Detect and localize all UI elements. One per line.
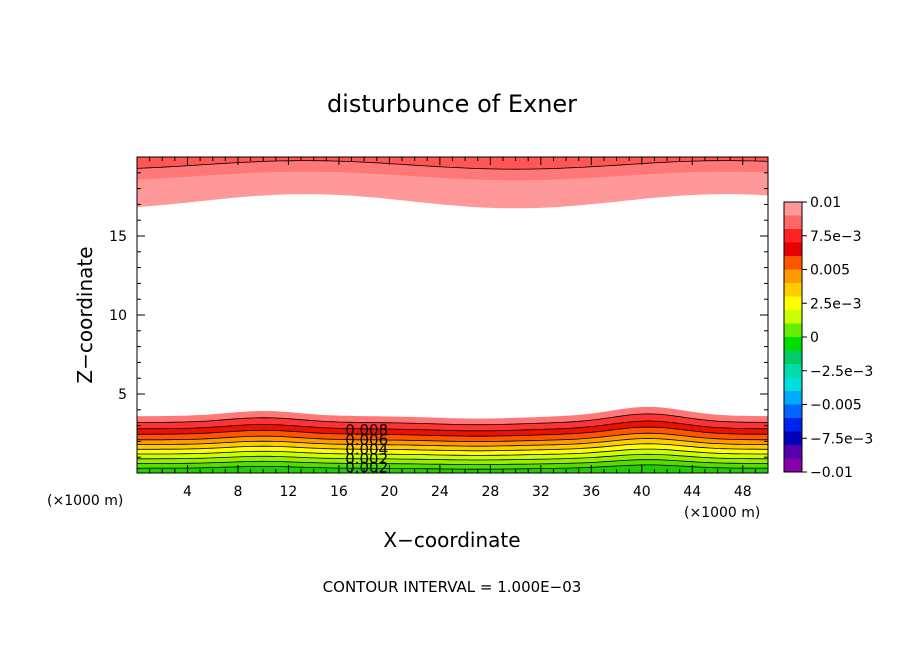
x-axis-label: X−coordinate [383,528,520,552]
colorbar-label: 7.5e−3 [810,229,862,245]
colorbar-label: 2.5e−3 [810,296,862,312]
y-tick-label: 10 [109,308,127,324]
contour-line [137,413,768,426]
colorbar-segment [784,418,802,432]
colorbar: 0.01 7.5e−3 0.005 2.5e−3 0 −2.5e−3 −0.005 −7.5e… [783,195,873,481]
colorbar-segment [784,364,802,378]
y-axis-label: Z−coordinate [73,246,97,383]
contour-band-bottom [137,464,768,473]
colorbar-label: −0.01 [810,465,853,481]
contour-line [137,443,768,452]
colorbar-segment [784,337,802,351]
plot-area [136,157,769,473]
contour-line [136,420,768,432]
contour-line [137,432,768,442]
colorbar-label: 0 [810,330,819,346]
y-axis: 5 10 15 [109,156,768,474]
x-tick-label: 4 [183,484,192,500]
x-tick-label: 40 [633,484,651,500]
colorbar-label: −7.5e−3 [810,431,873,447]
contour-label: 0.006 [345,431,388,449]
contour-line [137,426,769,437]
contour-line [136,160,769,170]
colorbar-segment [784,431,802,446]
x-tick-label: 24 [431,484,449,500]
contour-label: 0.004 [345,441,388,459]
contour-line [137,459,768,465]
colorbar-segment [784,445,802,459]
contour-line [137,448,768,456]
x-tick-label: 28 [481,484,499,500]
x-tick-label: 16 [330,484,348,500]
x-tick-label: 36 [582,484,600,500]
x-tick-label: 32 [532,484,550,500]
colorbar-segment [784,377,802,392]
contour-label: 0.008 [345,421,388,439]
colorbar-segment [784,242,802,257]
chart-title: disturbunce of Exner [327,90,577,118]
contour-line [136,438,768,447]
contour-label: 0.002 [345,459,388,477]
colorbar-label: 0.01 [810,195,841,211]
colorbar-segment [784,269,802,284]
contour-band-top [137,157,768,170]
colorbar-segment [784,229,802,243]
x-tick-label: 12 [280,484,298,500]
colorbar-label: −2.5e−3 [810,364,873,380]
contour-label: 0.002 [345,450,388,468]
colorbar-segment [784,350,802,365]
x-unit-right: (×1000 m) [684,505,760,521]
colorbar-label: −0.005 [810,398,862,414]
colorbar-segment [784,391,802,405]
y-tick-label: 5 [118,387,127,403]
colorbar-label: 0.005 [810,263,850,279]
x-tick-label: 48 [734,484,752,500]
colorbar-segment [784,296,802,311]
x-axis: 4 8 12 16 20 24 28 32 36 40 44 48 [136,157,769,500]
colorbar-segment [784,458,802,473]
contour-line [137,453,768,461]
colorbar-segment [784,256,802,270]
colorbar-segment [784,323,802,338]
colorbar-segment [784,283,802,297]
x-tick-label: 8 [233,484,242,500]
contour-interval-note: CONTOUR INTERVAL = 1.000E−03 [323,578,582,596]
y-tick-label: 15 [109,229,127,245]
colorbar-segment [784,202,802,216]
x-unit-left: (×1000 m) [47,493,123,509]
colorbar-segment [784,404,802,419]
x-tick-label: 20 [380,484,398,500]
colorbar-segment [784,310,802,324]
colorbar-segment [784,215,802,230]
x-tick-label: 44 [683,484,701,500]
